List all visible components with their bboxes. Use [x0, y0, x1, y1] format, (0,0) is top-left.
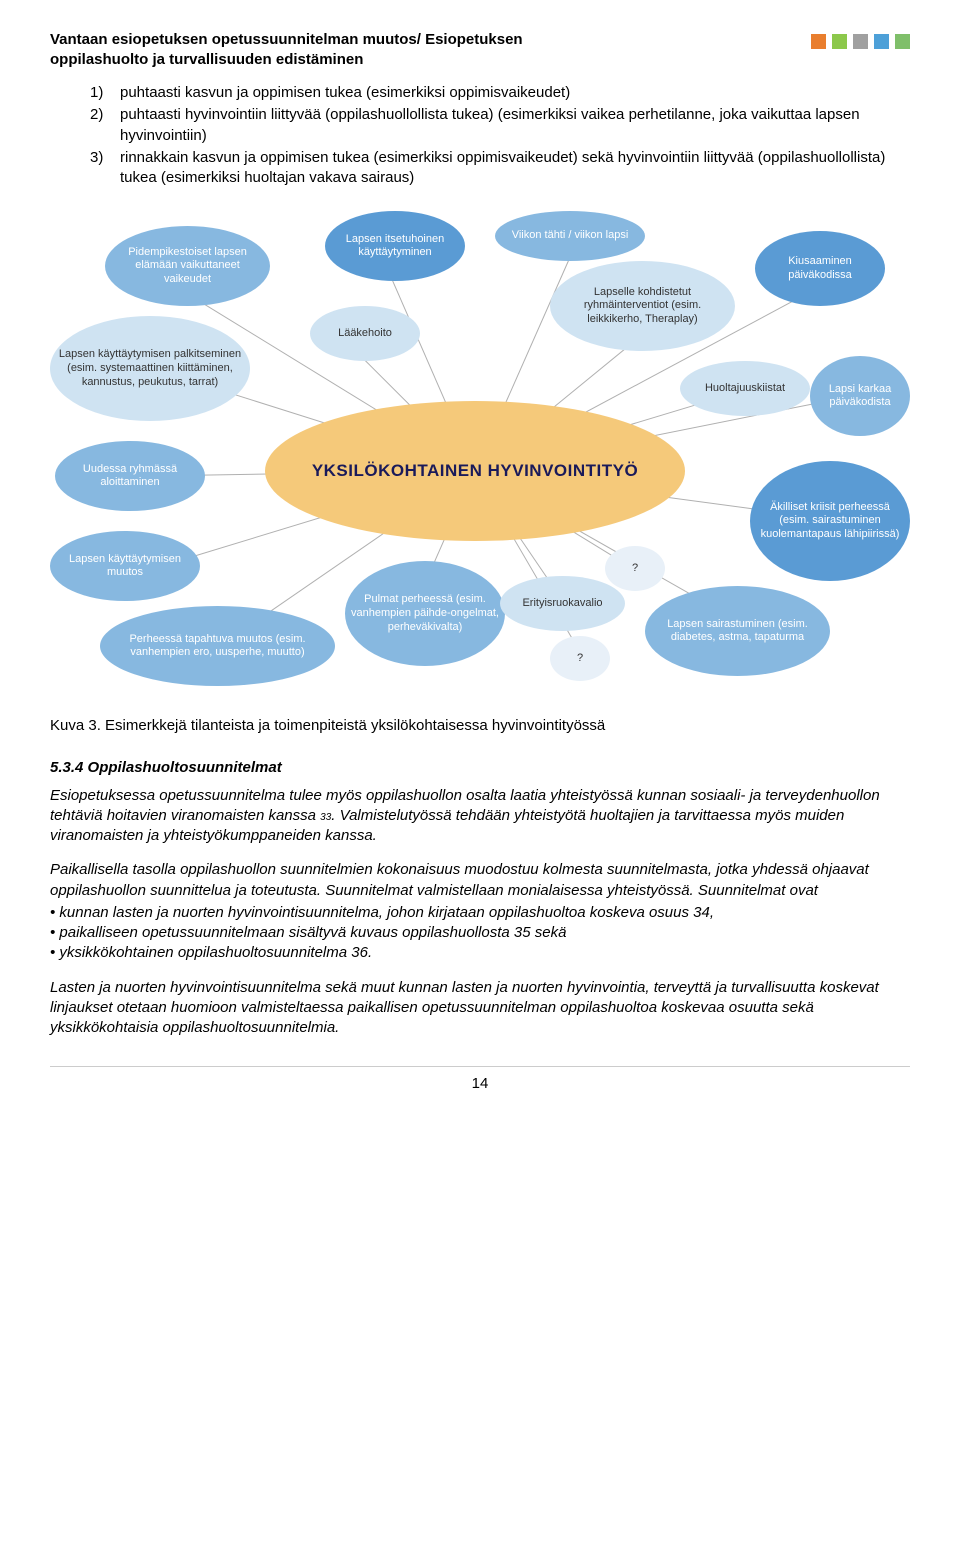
numbered-list: 1) puhtaasti kasvun ja oppimisen tukea (…	[90, 83, 910, 188]
page-number: 14	[50, 1066, 910, 1092]
paragraph-1: Esiopetuksessa opetussuunnitelma tulee m…	[50, 786, 910, 847]
title-line1: Vantaan esiopetuksen opetussuunnitelman …	[50, 31, 523, 48]
b1-b: ,	[710, 904, 714, 921]
list-item: 3) rinnakkain kasvun ja oppimisen tukea …	[90, 148, 910, 189]
list-text: puhtaasti hyvinvointiin liittyvää (oppil…	[120, 105, 910, 146]
square-3	[853, 34, 868, 49]
bubble-node: Uudessa ryhmässä aloittaminen	[55, 441, 205, 511]
square-2	[832, 34, 847, 49]
title-line2: oppilashuolto ja turvallisuuden edistämi…	[50, 51, 363, 68]
bubble-node: Pidempikestoiset lapsen elämään vaikutta…	[105, 226, 270, 306]
ref-33: 33	[320, 812, 331, 823]
ref-35: 35	[514, 924, 531, 941]
bubble-node: Erityisruokavalio	[500, 576, 625, 631]
bubble-node: Lääkehoito	[310, 306, 420, 361]
bubble-node: Perheessä tapahtuva muutos (esim. vanhem…	[100, 606, 335, 686]
center-node: YKSILÖKOHTAINEN HYVINVOINTITYÖ	[265, 401, 685, 541]
list-item: 2) puhtaasti hyvinvointiin liittyvää (op…	[90, 105, 910, 146]
figure-caption: Kuva 3. Esimerkkejä tilanteista ja toime…	[50, 716, 910, 736]
paragraph-3: Lasten ja nuorten hyvinvointisuunnitelma…	[50, 978, 910, 1039]
list-num: 3)	[90, 148, 120, 189]
bubble-node: Lapsen itsetuhoinen käyttäytyminen	[325, 211, 465, 281]
bubble-node: Kiusaaminen päiväkodissa	[755, 231, 885, 306]
square-5	[895, 34, 910, 49]
list-text: rinnakkain kasvun ja oppimisen tukea (es…	[120, 148, 910, 189]
bubble-node: ?	[605, 546, 665, 591]
bubble-node: Lapsen käyttäytymisen palkitseminen (esi…	[50, 316, 250, 421]
bubble-node: ?	[550, 636, 610, 681]
bullet-1: • kunnan lasten ja nuorten hyvinvointisu…	[50, 903, 910, 923]
bubble-node: Huoltajuuskiistat	[680, 361, 810, 416]
ref-36: 36	[351, 944, 368, 961]
section-heading: 5.3.4 Oppilashuoltosuunnitelmat	[50, 759, 910, 776]
b2-b: sekä	[531, 924, 567, 941]
bubble-node: Viikon tähti / viikon lapsi	[495, 211, 645, 261]
bubble-node: Lapselle kohdistetut ryhmäinterventiot (…	[550, 261, 735, 351]
square-4	[874, 34, 889, 49]
bubble-node: Pulmat perheessä (esim. vanhempien päihd…	[345, 561, 505, 666]
list-num: 2)	[90, 105, 120, 146]
square-1	[811, 34, 826, 49]
bubble-node: Lapsi karkaa päiväkodista	[810, 356, 910, 436]
header-title: Vantaan esiopetuksen opetussuunnitelman …	[50, 30, 523, 69]
bullet-2: • paikalliseen opetussuunnitelmaan sisäl…	[50, 923, 910, 943]
b3-b: .	[368, 944, 372, 961]
b1-a: • kunnan lasten ja nuorten hyvinvointisu…	[50, 904, 693, 921]
ref-34: 34	[693, 904, 710, 921]
bubble-node: Lapsen sairastuminen (esim. diabetes, as…	[645, 586, 830, 676]
b2-a: • paikalliseen opetussuunnitelmaan sisäl…	[50, 924, 514, 941]
bubble-diagram: YKSILÖKOHTAINEN HYVINVOINTITYÖ Pidempikes…	[50, 206, 910, 706]
list-item: 1) puhtaasti kasvun ja oppimisen tukea (…	[90, 83, 910, 103]
bubble-node: Lapsen käyttäytymisen muutos	[50, 531, 200, 601]
page-header: Vantaan esiopetuksen opetussuunnitelman …	[50, 30, 910, 69]
list-text: puhtaasti kasvun ja oppimisen tukea (esi…	[120, 83, 570, 103]
paragraph-2: Paikallisella tasolla oppilashuollon suu…	[50, 860, 910, 901]
bullet-3: • yksikkökohtainen oppilashuoltosuunnite…	[50, 943, 910, 963]
bubble-node: Äkilliset kriisit perheessä (esim. saira…	[750, 461, 910, 581]
color-squares	[811, 34, 910, 49]
list-num: 1)	[90, 83, 120, 103]
b3-a: • yksikkökohtainen oppilashuoltosuunnite…	[50, 944, 351, 961]
